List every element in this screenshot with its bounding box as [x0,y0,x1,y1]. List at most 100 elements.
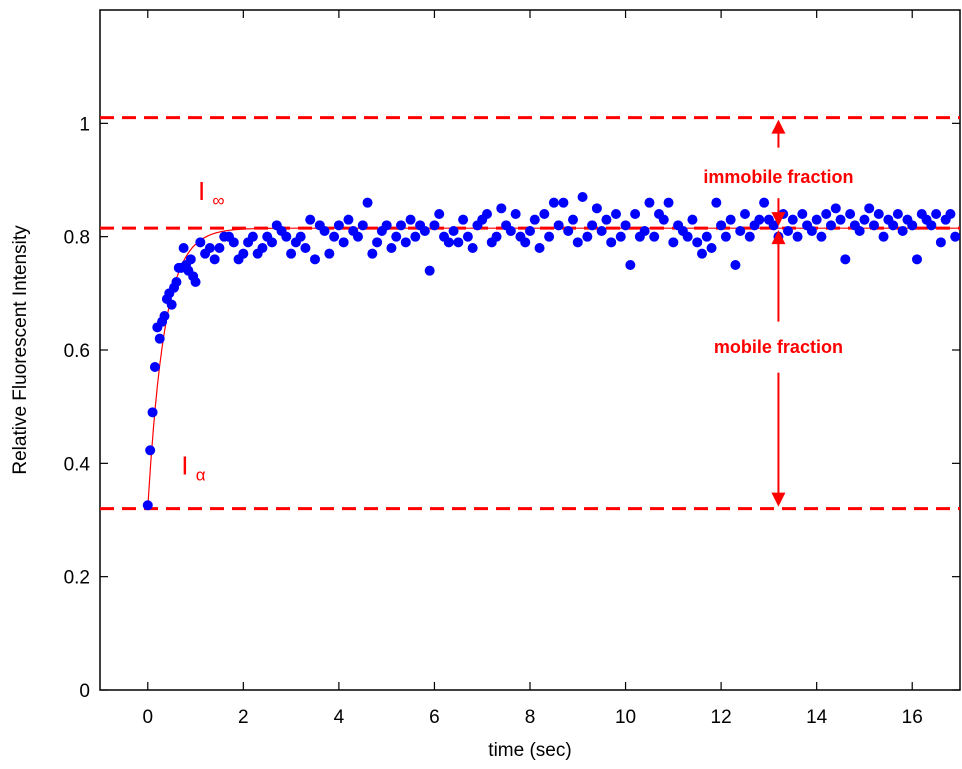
data-point [178,243,189,253]
data-point [505,226,516,236]
data-point [759,197,770,208]
i-alpha-subscript: α [196,466,206,485]
data-point [544,231,555,242]
x-tick-label: 12 [711,707,732,728]
data-point [166,299,177,310]
data-point [821,209,832,219]
data-point [171,277,182,287]
data-point [343,214,354,225]
data-point [950,231,961,242]
data-point [310,254,320,265]
data-point [142,500,153,511]
x-tick-label: 14 [806,707,828,728]
data-point [496,203,507,214]
data-point [563,226,574,236]
data-point [697,248,707,259]
data-point [725,214,736,225]
data-point [209,254,220,265]
data-point [525,226,535,236]
data-point [644,197,655,208]
data-point [811,214,822,225]
data-point [740,209,750,219]
i-infinity-subscript: ∞ [212,191,224,210]
data-point [692,237,703,248]
y-axis: 0 0.2 0.4 0.6 0.8 1 [64,114,960,702]
i-alpha-symbol: I [181,451,188,481]
data-point [701,231,712,242]
data-point [658,214,669,225]
data-point [582,231,593,242]
x-tick-label: 6 [429,707,440,728]
x-tick-label: 4 [334,707,345,728]
y-tick-label: 0.2 [64,568,90,589]
data-point [267,237,277,248]
data-point [214,243,225,253]
data-point [195,237,206,248]
data-point [548,197,559,208]
data-point [682,231,693,242]
x-tick-label: 10 [615,707,636,728]
annotations: immobile fraction mobile fraction I ∞ I … [181,119,853,507]
data-point [931,209,942,219]
data-point [611,209,621,219]
data-point [768,220,779,231]
data-point [945,209,956,219]
data-point [204,243,215,253]
data-point [816,231,827,242]
data-point [792,231,803,242]
data-point [424,265,435,276]
data-point [238,248,249,259]
plot-area: 0 2 4 6 8 10 12 14 16 0 0.2 0.4 0.6 0.8 1 immobile fr… [64,9,961,728]
data-point [840,254,851,265]
data-point [630,209,641,219]
data-point [845,209,856,219]
data-point [338,237,349,248]
data-point [333,220,344,231]
data-point [534,243,545,253]
i-alpha-label: I α [181,451,205,485]
data-point [396,220,406,231]
data-point [830,203,841,214]
y-tick-label: 0.6 [64,341,90,362]
data-point [591,203,602,214]
data-point [716,220,727,231]
data-point [687,214,698,225]
data-point [892,209,903,219]
data-point [372,237,383,248]
immobile-fraction-label: immobile fraction [703,167,853,187]
data-point [835,214,846,225]
data-point [329,231,340,242]
data-point [482,209,492,219]
x-axis-title: time (sec) [488,740,571,761]
data-point [625,260,636,270]
data-point [410,231,421,242]
y-tick-label: 1 [79,114,90,135]
data-point [367,248,378,259]
data-point [935,237,946,248]
data-point [615,231,626,242]
data-point [429,220,440,231]
data-point [897,226,908,236]
data-point [257,243,268,253]
x-tick-label: 0 [142,707,153,728]
data-point [154,333,165,344]
data-point [539,209,550,219]
data-point [462,231,473,242]
data-point [754,214,765,225]
data-point [491,231,502,242]
y-tick-label: 0.4 [64,454,91,475]
fit-curve-layer [147,227,960,509]
data-point [878,231,889,242]
data-point [806,226,817,236]
data-point [305,214,316,225]
data-point [324,248,335,259]
data-point [639,226,650,236]
data-point [453,237,464,248]
data-point [577,192,588,202]
i-infinity-label: I ∞ [198,176,225,210]
data-point [787,214,798,225]
data-point [434,209,445,219]
data-point [391,231,402,242]
data-point [606,237,617,248]
x-tick-label: 8 [525,707,536,728]
